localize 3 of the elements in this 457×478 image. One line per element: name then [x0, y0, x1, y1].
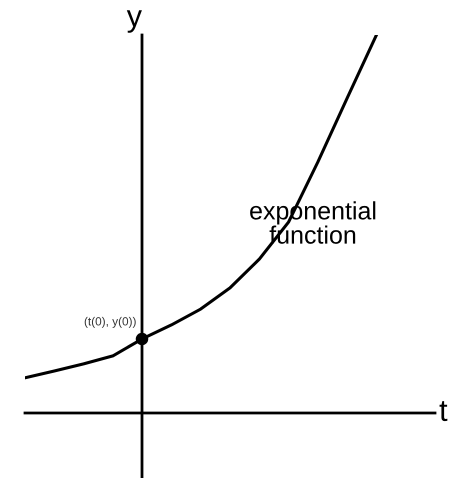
y-axis-title: y	[126, 10, 142, 33]
annotation: (t(0), y(0))	[84, 316, 136, 328]
x-axis-title: t	[440, 401, 448, 422]
